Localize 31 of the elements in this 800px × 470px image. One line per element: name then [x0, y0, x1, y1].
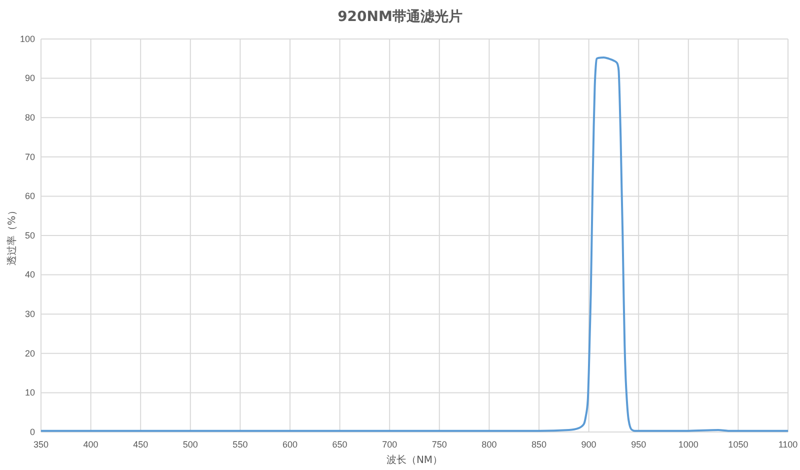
x-tick-label: 900	[581, 439, 596, 450]
y-tick-label: 10	[24, 388, 35, 398]
y-tick-label: 0	[30, 426, 35, 437]
x-tick-label: 550	[232, 439, 248, 450]
x-tick-label: 800	[482, 439, 497, 450]
x-tick-label: 1100	[778, 439, 798, 450]
x-tick-label: 700	[382, 439, 398, 450]
y-tick-label: 100	[20, 34, 35, 44]
y-tick-label: 80	[24, 112, 35, 122]
y-tick-label: 60	[24, 191, 35, 202]
x-tick-label: 950	[631, 439, 646, 450]
x-tick-label: 400	[83, 439, 98, 450]
x-tick-label: 850	[531, 439, 547, 450]
x-tick-label: 450	[133, 439, 148, 450]
y-tick-label: 70	[24, 152, 35, 162]
y-axis-title: 透过率（%）	[6, 206, 18, 266]
y-tick-label: 90	[24, 73, 35, 84]
x-tick-label: 500	[182, 439, 198, 450]
y-tick-label: 20	[24, 348, 35, 358]
x-tick-label: 1050	[728, 439, 748, 450]
line-series	[40, 56, 789, 432]
x-tick-label: 350	[33, 439, 49, 450]
x-tick-label: 650	[332, 439, 348, 450]
y-tick-label: 40	[24, 270, 35, 280]
x-tick-label: 750	[432, 439, 447, 450]
x-axis-title: 波长（NM）	[386, 454, 443, 466]
y-tick-label: 50	[24, 230, 35, 240]
chart-title: 920NM带通滤光片	[338, 8, 462, 25]
x-tick-label: 1000	[678, 439, 698, 450]
y-tick-label: 30	[24, 308, 35, 319]
x-tick-label: 600	[282, 439, 298, 450]
